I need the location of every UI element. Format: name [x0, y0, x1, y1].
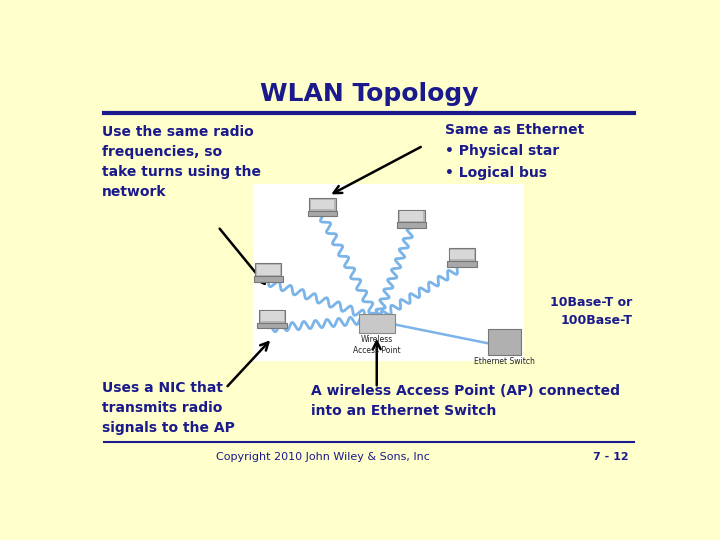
Text: 7 - 12: 7 - 12 — [593, 452, 629, 462]
FancyBboxPatch shape — [447, 261, 477, 267]
FancyBboxPatch shape — [488, 329, 521, 355]
Text: Use the same radio
frequencies, so
take turns using the
network: Use the same radio frequencies, so take … — [102, 125, 261, 199]
FancyBboxPatch shape — [259, 309, 285, 322]
FancyBboxPatch shape — [451, 249, 474, 259]
Text: WLAN Topology: WLAN Topology — [260, 82, 478, 106]
FancyBboxPatch shape — [400, 211, 423, 221]
FancyBboxPatch shape — [397, 222, 426, 228]
FancyBboxPatch shape — [258, 322, 287, 328]
Text: Uses a NIC that
transmits radio
signals to the AP: Uses a NIC that transmits radio signals … — [102, 381, 235, 435]
FancyBboxPatch shape — [398, 210, 425, 222]
FancyBboxPatch shape — [255, 264, 282, 276]
FancyBboxPatch shape — [261, 311, 284, 321]
FancyBboxPatch shape — [359, 314, 395, 333]
FancyBboxPatch shape — [310, 198, 336, 211]
Text: Ethernet Switch: Ethernet Switch — [474, 357, 535, 367]
Text: Same as Ethernet
• Physical star
• Logical bus: Same as Ethernet • Physical star • Logic… — [445, 123, 584, 180]
Text: A wireless Access Point (AP) connected
into an Ethernet Switch: A wireless Access Point (AP) connected i… — [311, 384, 620, 418]
Text: Copyright 2010 John Wiley & Sons, Inc: Copyright 2010 John Wiley & Sons, Inc — [215, 452, 429, 462]
Text: 10Base-T or
100Base-T: 10Base-T or 100Base-T — [550, 296, 632, 327]
FancyBboxPatch shape — [253, 276, 283, 282]
FancyBboxPatch shape — [253, 184, 524, 361]
FancyBboxPatch shape — [256, 265, 280, 275]
Text: Wireless
Access Point: Wireless Access Point — [353, 335, 400, 355]
FancyBboxPatch shape — [449, 248, 475, 261]
FancyBboxPatch shape — [311, 200, 334, 210]
FancyBboxPatch shape — [307, 211, 337, 217]
